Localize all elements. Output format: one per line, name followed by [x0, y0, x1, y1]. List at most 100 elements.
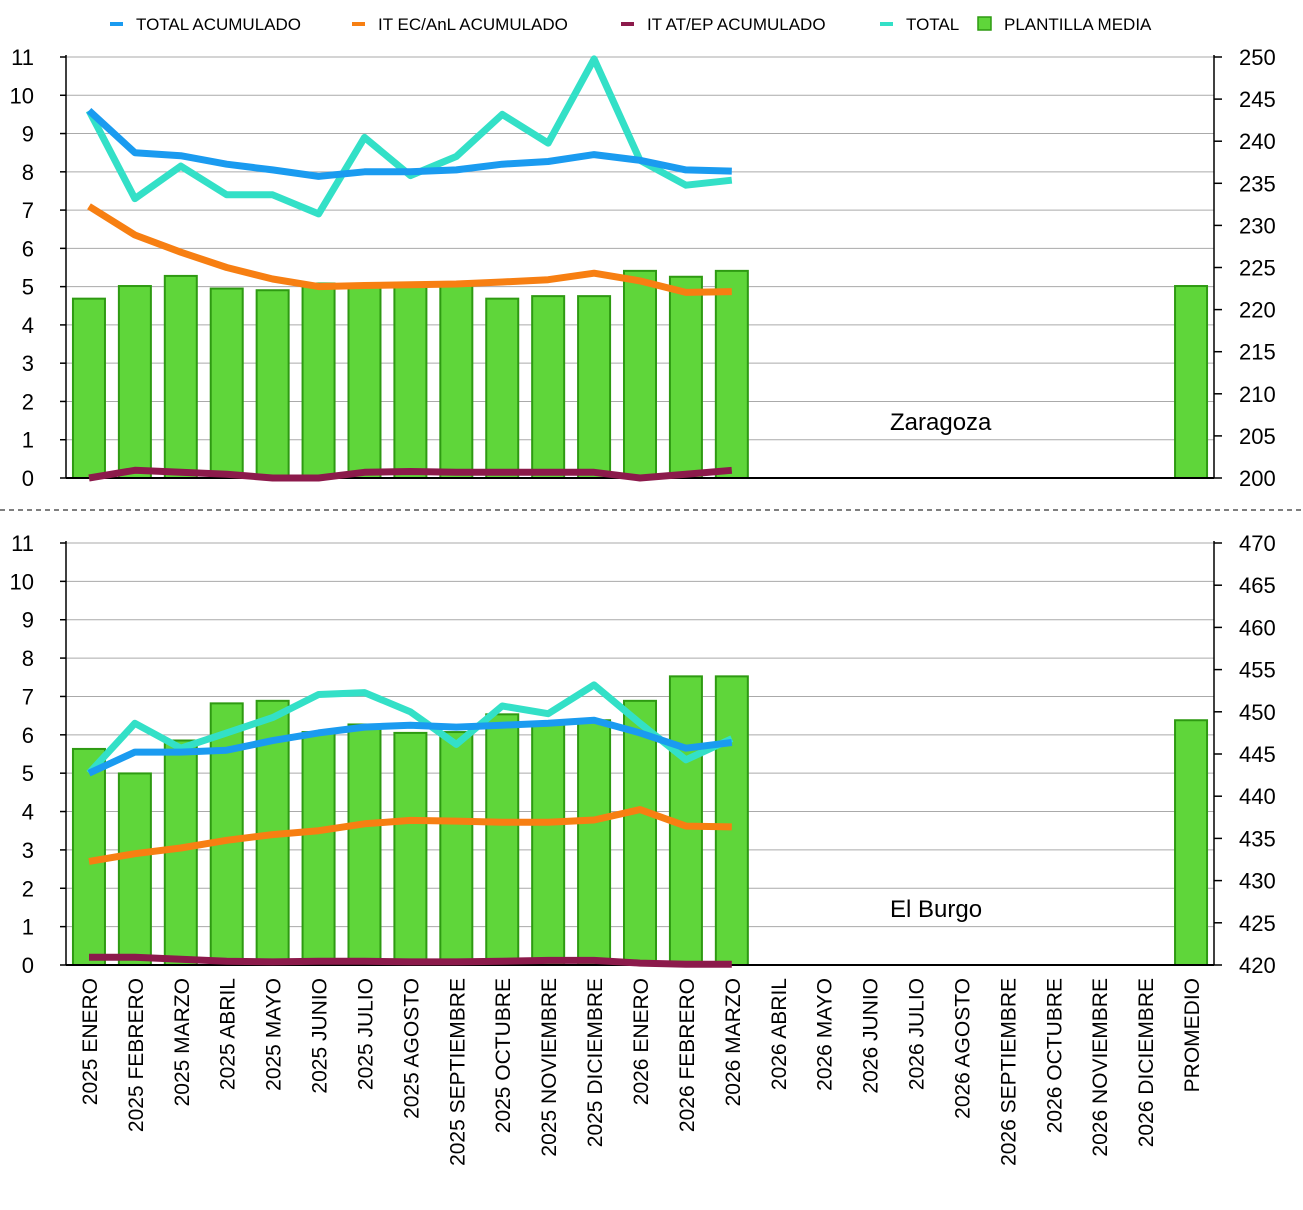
bar-plantilla-media-2025-octubre [485, 713, 520, 966]
y-right-tick-label: 465 [1239, 573, 1276, 598]
bar-plantilla-media-2026-marzo [714, 675, 749, 966]
legend-label-it-ec-anl-acumulado: IT EC/AnL ACUMULADO [378, 15, 568, 34]
y-left-tick-label: 11 [11, 531, 34, 556]
panel-zaragoza: 0 1 2 3 4 5 6 7 8 9 10 11 200 205 210 215 220 225 230 235 24… [10, 45, 1276, 491]
y-right-tick-label: 435 [1239, 826, 1276, 851]
y-right-tick-label: 440 [1239, 784, 1276, 809]
x-tick-label-2025-febrero: 2025 FEBRERO [125, 978, 148, 1132]
y-right-tick-label: 420 [1239, 953, 1276, 978]
y-left-tick-label: 10 [10, 83, 34, 108]
bar-plantilla-media-2025-octubre [485, 297, 520, 479]
y-right-tick-label: 225 [1239, 256, 1276, 281]
y-right-tick-label: 245 [1239, 87, 1276, 112]
y-left-tick-label: 5 [22, 761, 34, 786]
bar-plantilla-media-2025-noviembre [531, 720, 566, 966]
legend-label-total-acumulado: TOTAL ACUMULADO [136, 15, 301, 34]
y-right-tick-label: 235 [1239, 171, 1276, 196]
bar-plantilla-media-2025-junio [301, 731, 336, 967]
x-tick-label-2026-marzo: 2026 MARZO [722, 978, 745, 1106]
x-tick-label-2026-agosto: 2026 AGOSTO [951, 978, 974, 1119]
y-left-tick-label: 6 [22, 236, 34, 261]
bar-plantilla-media-2025-mayo [255, 289, 290, 480]
series-line-total [85, 55, 733, 218]
y-left-tick-label: 5 [22, 275, 34, 300]
panel-label: El Burgo [890, 896, 982, 923]
bar-plantilla-media-2026-febrero [668, 275, 703, 479]
y-left-tick-label: 9 [22, 122, 34, 147]
legend-label-plantilla-media: PLANTILLA MEDIA [1004, 15, 1152, 34]
x-tick-label-2025-julio: 2025 JULIO [354, 978, 377, 1090]
y-left-tick-label: 7 [22, 198, 34, 223]
x-tick-label-2026-octubre: 2026 OCTUBRE [1043, 978, 1066, 1133]
y-left-tick-label: 4 [22, 800, 34, 825]
x-tick-label-promedio: PROMEDIO [1181, 978, 1204, 1092]
legend-label-total: TOTAL [906, 15, 959, 34]
x-tick-label-2026-febrero: 2026 FEBRERO [676, 978, 699, 1132]
x-axis-labels: 2025 ENERO 2025 FEBRERO 2025 MARZO 2025 ABR… [79, 978, 1204, 1166]
y-left-tick-label: 3 [22, 838, 34, 863]
y-left-tick-label: 8 [22, 646, 34, 671]
x-tick-label-2025-enero: 2025 ENERO [79, 978, 102, 1105]
x-tick-label-2025-mayo: 2025 MAYO [263, 978, 286, 1091]
y-left-tick-label: 0 [22, 466, 34, 491]
y-right-tick-label: 220 [1239, 298, 1276, 323]
bar-plantilla-media-2025-junio [301, 282, 336, 479]
y-right-tick-label: 470 [1239, 531, 1276, 556]
bar-plantilla-media-2025-septiembre [439, 282, 474, 479]
bar-plantilla-media-2026-enero [623, 269, 657, 480]
y-right-tick-label: 430 [1239, 869, 1276, 894]
legend-label-it-at-ep-acumulado: IT AT/EP ACUMULADO [647, 15, 826, 34]
series-line-it-at-ep-acumulado [89, 953, 732, 968]
y-right-tick-label: 215 [1239, 340, 1276, 365]
bar-plantilla-media-2025-julio [347, 284, 382, 479]
x-tick-label-2026-noviembre: 2026 NOVIEMBRE [1089, 978, 1112, 1157]
panel-label: Zaragoza [890, 409, 992, 436]
legend: TOTAL ACUMULADO IT EC/AnL ACUMULADO IT AT/… [110, 15, 1152, 34]
x-tick-label-2025-noviembre: 2025 NOVIEMBRE [538, 978, 561, 1157]
y-right-tick-label: 230 [1239, 213, 1276, 238]
y-left-tick-label: 7 [22, 684, 34, 709]
x-tick-label-2026-enero: 2026 ENERO [630, 978, 653, 1105]
x-tick-label-2025-diciembre: 2025 DICIEMBRE [584, 978, 607, 1147]
y-right-tick-label: 210 [1239, 382, 1276, 407]
bar-plantilla-media-2025-noviembre [531, 295, 566, 479]
y-right-tick-label: 425 [1239, 911, 1276, 936]
y-right-tick-label: 455 [1239, 658, 1276, 683]
legend-swatch-plantilla-media [977, 16, 992, 31]
series-line-it-ec-anl-acumulado [88, 806, 732, 865]
y-left-tick-label: 10 [10, 569, 34, 594]
y-left-tick-label: 6 [22, 723, 34, 748]
y-right-tick-label: 450 [1239, 700, 1276, 725]
y-left-tick-label: 2 [22, 876, 34, 901]
series-line-it-at-ep-acumulado [88, 466, 733, 482]
y-left-tick-label: 2 [22, 389, 34, 414]
bar-plantilla-media-2025-julio [347, 723, 382, 967]
y-right-tick-label: 250 [1239, 45, 1276, 70]
bar-plantilla-media-2025-agosto [393, 731, 428, 967]
x-tick-label-2025-marzo: 2025 MARZO [171, 978, 194, 1106]
bar-plantilla-media-2025-septiembre [439, 731, 474, 967]
y-left-tick-label: 9 [22, 608, 34, 633]
bar-plantilla-media-2026-enero [623, 699, 657, 966]
y-right-tick-label: 460 [1239, 615, 1276, 640]
y-left-tick-label: 4 [22, 313, 34, 338]
series-line-total [86, 681, 734, 776]
y-left-tick-label: 1 [22, 915, 34, 940]
y-left-tick-label: 8 [22, 160, 34, 185]
x-tick-label-2026-junio: 2026 JUNIO [860, 978, 883, 1094]
y-right-tick-label: 445 [1239, 742, 1276, 767]
y-left-tick-label: 1 [22, 428, 34, 453]
bar-plantilla-media-2025-febrero [117, 285, 152, 479]
bar-plantilla-media-2025-enero [71, 297, 106, 479]
x-tick-label-2025-septiembre: 2025 SEPTIEMBRE [446, 978, 469, 1166]
x-tick-label-2026-abril: 2026 ABRIL [768, 978, 791, 1090]
x-tick-label-2025-agosto: 2025 AGOSTO [400, 978, 423, 1119]
x-tick-label-2025-octubre: 2025 OCTUBRE [492, 978, 515, 1133]
y-left-tick-label: 11 [11, 45, 34, 70]
x-tick-label-2026-diciembre: 2026 DICIEMBRE [1135, 978, 1158, 1147]
x-tick-label-2026-julio: 2026 JULIO [906, 978, 929, 1090]
bar-plantilla-media-promedio [1174, 719, 1209, 966]
bar-plantilla-media-promedio [1174, 285, 1209, 479]
bar-plantilla-media-2026-marzo [714, 269, 749, 480]
